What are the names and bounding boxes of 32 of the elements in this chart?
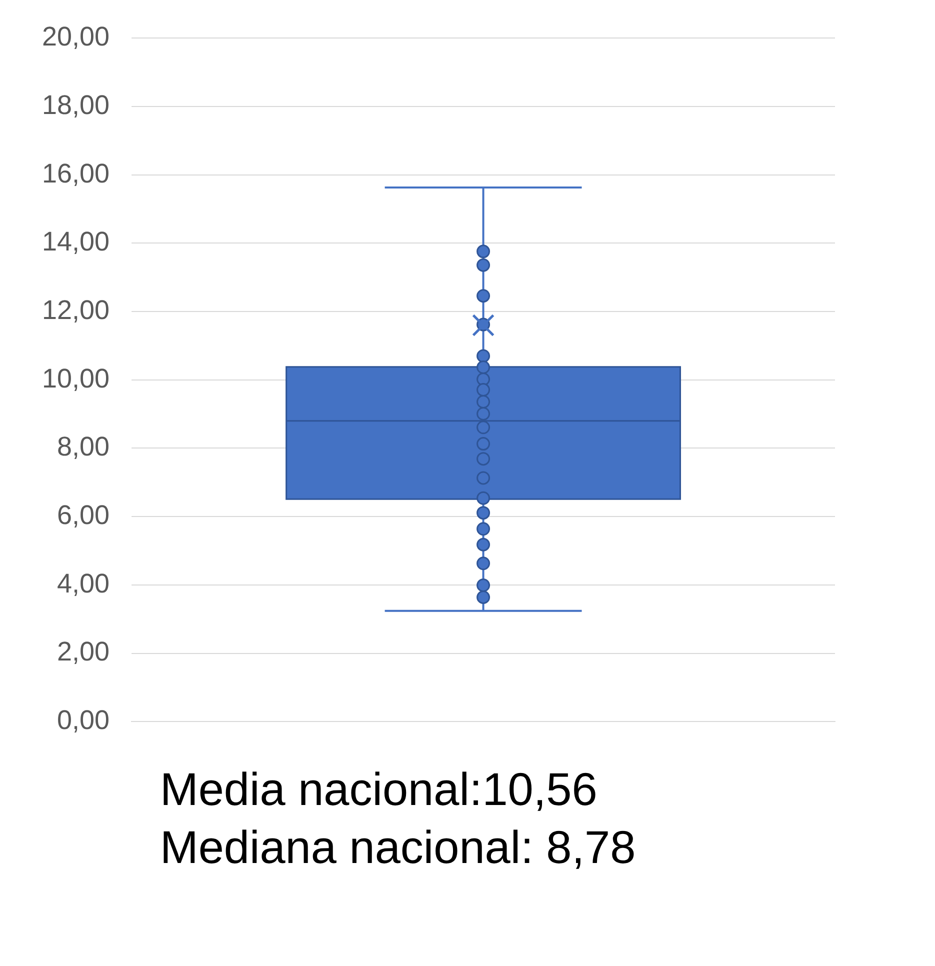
point	[476, 452, 490, 466]
point	[476, 538, 490, 552]
y-tick-label: 20,00	[42, 22, 110, 52]
point	[476, 349, 490, 363]
point	[476, 471, 490, 485]
y-tick-label: 16,00	[42, 158, 110, 188]
point	[476, 522, 490, 536]
y-tick-label: 0,00	[57, 705, 110, 736]
point	[476, 360, 490, 374]
y-tick-label: 2,00	[57, 636, 110, 667]
point	[476, 420, 490, 434]
point	[476, 578, 490, 592]
point	[476, 244, 490, 258]
y-tick-label: 12,00	[42, 295, 110, 326]
point	[476, 395, 490, 409]
point	[476, 383, 490, 397]
point	[476, 406, 490, 420]
text: Media nacional:10,56	[160, 762, 598, 817]
y-tick-label: 6,00	[57, 500, 110, 530]
point	[476, 556, 490, 570]
point	[476, 590, 490, 604]
y-tick-label: 14,00	[42, 226, 110, 257]
point	[476, 437, 490, 451]
point	[476, 258, 490, 272]
text: Mediana nacional: 8,78	[160, 820, 637, 875]
point	[476, 491, 490, 505]
point	[476, 506, 490, 520]
y-tick-label: 8,00	[57, 432, 110, 462]
y-tick-label: 4,00	[57, 568, 110, 598]
y-tick-label: 10,00	[42, 363, 110, 394]
y-tick-label: 18,00	[42, 90, 110, 120]
point	[476, 289, 490, 303]
